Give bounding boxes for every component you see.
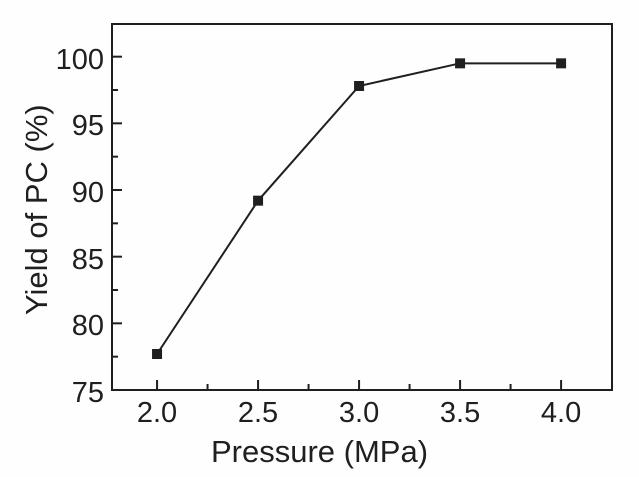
data-point-marker [253,195,264,206]
x-axis-title: Pressure (MPa) [210,434,429,469]
data-point-marker [354,81,365,91]
y-tick-label: 90 [71,177,104,209]
data-series-line [156,62,562,355]
x-tick-label: 3.0 [338,397,380,429]
plot-frame [111,23,613,391]
data-point-marker [152,349,163,359]
y-axis-title: Yield of PC (%) [19,104,54,315]
y-tick-label: 80 [71,310,104,343]
x-tick-label: 2.5 [237,397,279,429]
data-point-marker [556,58,567,69]
y-tick-label: 85 [71,243,104,276]
data-point-marker [455,58,466,69]
y-tick-label: 75 [71,377,104,409]
y-tick-label: 100 [55,43,104,76]
y-tick-label: 95 [71,110,104,143]
x-tick-label: 4.0 [540,397,582,429]
x-tick-label: 2.0 [136,397,178,429]
x-tick-label: 3.5 [439,397,481,429]
